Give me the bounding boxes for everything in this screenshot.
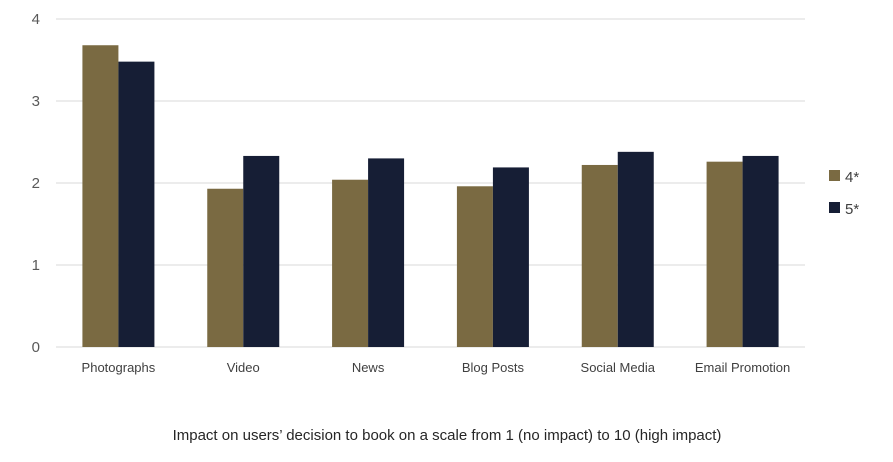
x-tick-label: Video (227, 360, 260, 375)
x-axis-caption: Impact on users’ decision to book on a s… (173, 427, 722, 444)
bar-video-series-2 (243, 155, 280, 347)
bar-social-media-series-1 (581, 164, 618, 347)
legend-label: 4* (845, 169, 859, 186)
legend-swatch-1 (829, 170, 840, 181)
x-tick-label: Blog Posts (462, 360, 525, 375)
bar-news-series-1 (332, 179, 369, 347)
y-tick-label: 2 (32, 175, 40, 192)
y-axis-ticks: 0 1 2 3 4 (32, 11, 40, 356)
legend: 4* 5* (829, 169, 859, 218)
bar-blog-posts-series-2 (492, 167, 529, 347)
x-tick-label: Social Media (581, 360, 656, 375)
x-tick-label: News (352, 360, 385, 375)
x-tick-label: Email Promotion (695, 360, 790, 375)
bar-video-series-1 (207, 188, 244, 347)
y-tick-label: 3 (32, 93, 40, 110)
y-tick-label: 0 (32, 339, 40, 356)
bars (82, 45, 779, 348)
legend-swatch-2 (829, 202, 840, 213)
x-axis-categories: Photographs Video News Blog Posts Social Med… (82, 360, 791, 375)
bar-news-series-2 (368, 158, 405, 347)
bar-blog-posts-series-1 (456, 186, 493, 347)
y-tick-label: 4 (32, 11, 40, 28)
bar-photographs-series-2 (118, 61, 155, 347)
bar-photographs-series-1 (82, 45, 119, 348)
bar-email-promotion-series-1 (706, 161, 743, 347)
y-tick-label: 1 (32, 257, 40, 274)
legend-label: 5* (845, 201, 859, 218)
x-tick-label: Photographs (82, 360, 156, 375)
bar-email-promotion-series-2 (742, 155, 779, 347)
bar-social-media-series-2 (617, 151, 654, 347)
gridlines (56, 18, 805, 348)
